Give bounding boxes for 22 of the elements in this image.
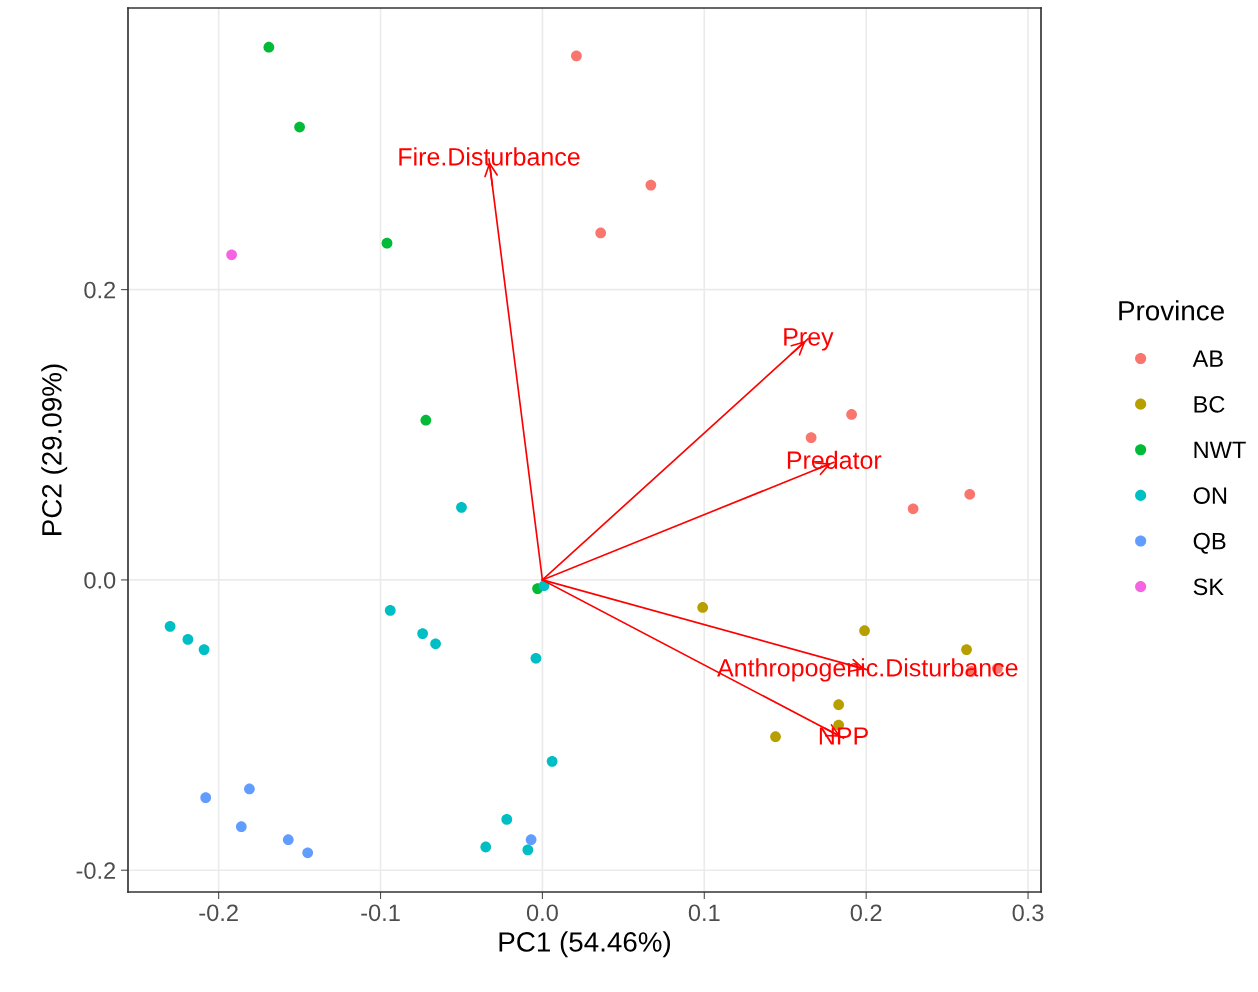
y-tick-label: 0.0 [84, 571, 116, 589]
y-tick-label: -0.2 [76, 862, 116, 880]
legend-label: SK [1193, 578, 1224, 596]
legend-label: ON [1193, 487, 1227, 504]
legend-label: AB [1192, 350, 1223, 367]
x-tick-label: 0.0 [526, 904, 558, 922]
x-tick-label: 0.3 [1012, 904, 1044, 922]
series-label: Prey [784, 328, 834, 351]
x-tick-label: 0.2 [850, 904, 882, 922]
legend-title: Province [1119, 300, 1224, 321]
legend-label: BC [1194, 395, 1225, 413]
legend-label: NWT [1194, 441, 1246, 459]
series-label: Predator [787, 450, 882, 470]
legend-label: QB [1193, 532, 1226, 554]
x-axis-title: PC1 (54.46%) [499, 931, 671, 958]
x-tick-label: 0.1 [688, 904, 720, 922]
y-tick-label: 0.2 [84, 281, 116, 299]
series-label: Fire.Disturbance [399, 147, 580, 166]
x-tick-label: -0.1 [361, 904, 400, 922]
x-tick-label: -0.2 [199, 904, 238, 922]
y-axis-title: PC2 (29.09%) [41, 364, 68, 535]
series-label: NPP [819, 727, 868, 745]
